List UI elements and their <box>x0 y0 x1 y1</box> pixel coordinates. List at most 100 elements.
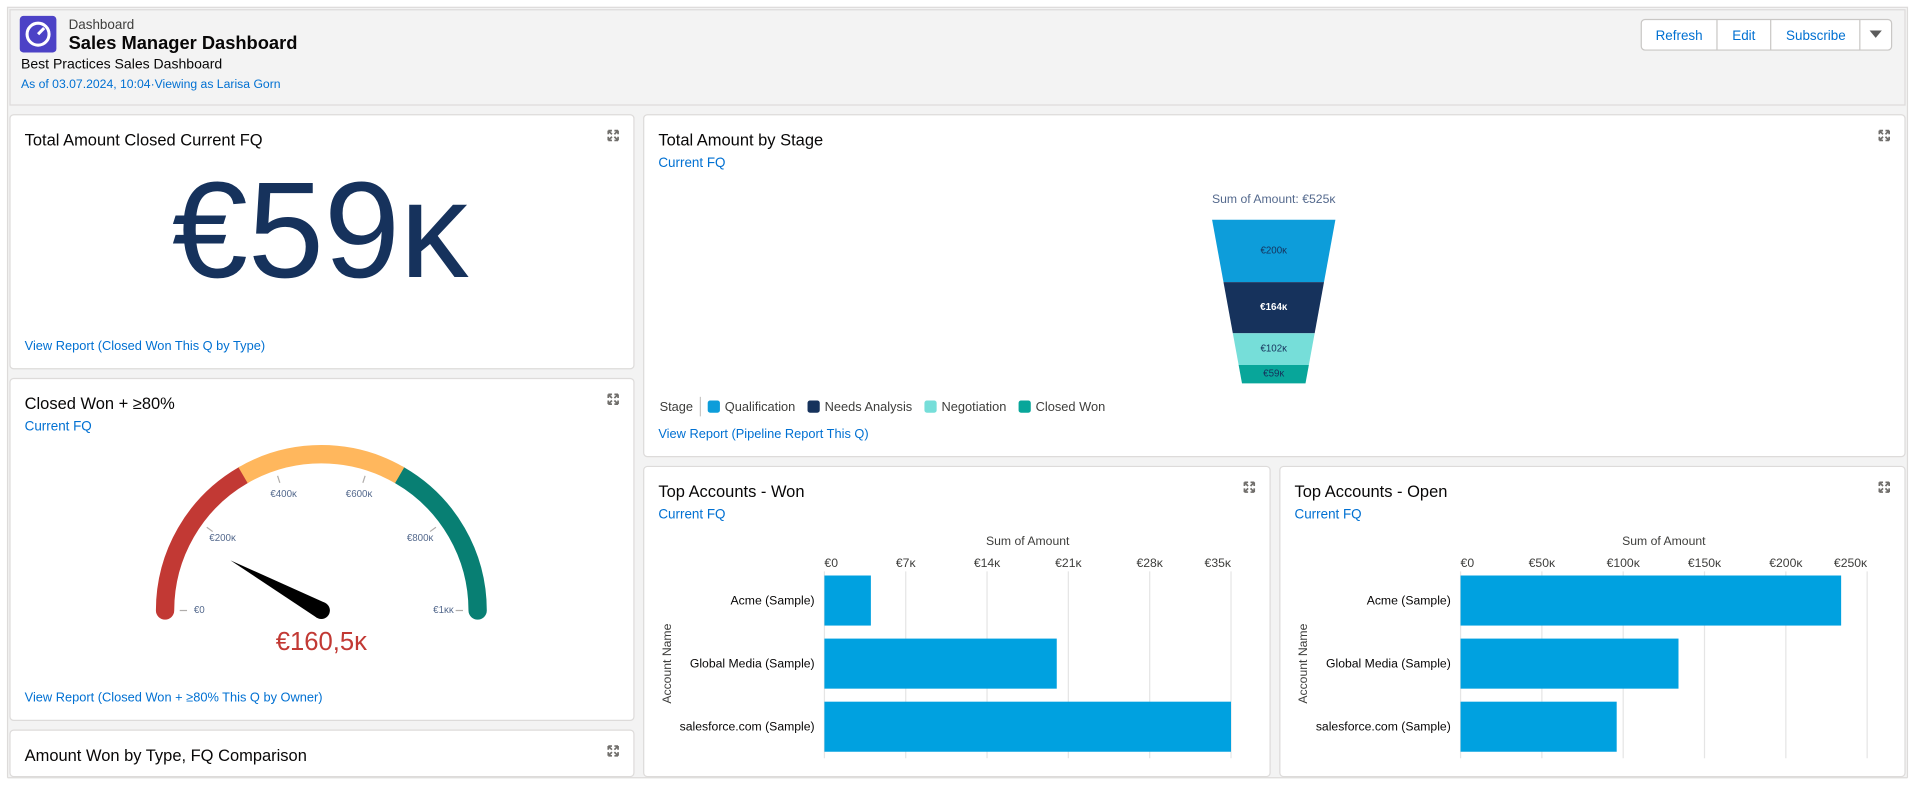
legend-swatch <box>1018 400 1031 413</box>
x-tick-label: €100ᴋ <box>1607 556 1641 570</box>
widget-subtitle[interactable]: Current FQ <box>25 419 92 434</box>
funnel-title: Sum of Amount: €525ᴋ <box>1212 192 1336 206</box>
bottom-mask <box>0 777 1915 790</box>
y-axis-title: Account Name <box>1296 623 1310 703</box>
gauge-tick <box>206 526 214 533</box>
bar <box>824 701 1232 752</box>
gauge-tick-label: €800ᴋ <box>407 533 434 544</box>
y-tick-label: Global Media (Sample) <box>690 657 815 671</box>
funnel-segment <box>1232 333 1315 366</box>
bar <box>824 575 871 626</box>
gauge-needle <box>230 560 326 618</box>
bar <box>824 638 1057 689</box>
button-group <box>1640 18 1893 51</box>
widget-card <box>9 114 635 370</box>
widget-card <box>9 729 635 778</box>
gauge-tick-label: €600ᴋ <box>346 489 373 500</box>
bar <box>1460 575 1842 626</box>
gauge-tick-label: €400ᴋ <box>270 489 297 500</box>
legend-swatch <box>807 400 820 413</box>
x-tick-label: €50ᴋ <box>1529 556 1556 570</box>
header-panel <box>9 9 1906 106</box>
gauge-band <box>390 466 487 620</box>
gauge-band <box>155 466 253 620</box>
edit-button[interactable]: Edit <box>1732 28 1755 43</box>
y-tick-label: Acme (Sample) <box>731 594 815 608</box>
widget-subtitle[interactable]: Current FQ <box>658 507 725 522</box>
widget-title: Top Accounts - Open <box>1295 483 1448 501</box>
gauge-tick <box>276 475 281 483</box>
view-report-link[interactable]: View Report (Closed Won This Q by Type) <box>25 338 265 353</box>
x-tick-label: €14ᴋ <box>974 556 1001 570</box>
gauge-tick <box>429 526 437 533</box>
page-label: Dashboard <box>69 17 135 32</box>
y-tick-label: salesforce.com (Sample) <box>1316 720 1451 734</box>
widget-title: Total Amount Closed Current FQ <box>25 131 263 149</box>
x-axis-title: Sum of Amount <box>1622 534 1706 548</box>
expand-button[interactable] <box>607 393 619 406</box>
legend-label: Negotiation <box>942 399 1007 414</box>
widget-title: Amount Won by Type, FQ Comparison <box>25 747 307 765</box>
y-tick-label: salesforce.com (Sample) <box>680 720 815 734</box>
y-axis-title: Account Name <box>660 623 674 703</box>
subscribe-button[interactable]: Subscribe <box>1786 28 1846 43</box>
x-tick-label: €0 <box>1461 556 1475 570</box>
gauge-tick <box>362 475 366 483</box>
expand-button[interactable] <box>1878 129 1890 142</box>
icon-glyph <box>25 21 51 47</box>
icon-glyph <box>36 27 46 36</box>
expand-button[interactable] <box>1243 481 1256 493</box>
gauge-needle-hub <box>312 601 330 620</box>
page-title: Sales Manager Dashboard <box>69 32 298 53</box>
legend-swatch <box>707 400 720 413</box>
status-text: As of 03.07.2024, 10:04·Viewing as Laris… <box>21 77 281 91</box>
legend-title: Stage <box>660 399 693 414</box>
y-tick-label: Acme (Sample) <box>1367 594 1451 608</box>
widget-title: Top Accounts - Won <box>658 483 804 501</box>
funnel-label: €164ᴋ <box>1260 302 1288 313</box>
legend-swatch <box>924 400 937 413</box>
funnel-segment <box>1238 365 1309 384</box>
refresh-button[interactable]: Refresh <box>1656 28 1703 43</box>
gauge-value: €160,5ᴋ <box>276 628 367 656</box>
x-axis-title: Sum of Amount <box>986 534 1070 548</box>
more-actions-button[interactable] <box>1869 30 1882 38</box>
x-tick-label: €150ᴋ <box>1688 556 1722 570</box>
funnel-segment <box>1212 219 1336 283</box>
gauge-tick-label: €1ᴋᴋ <box>433 605 454 616</box>
page-subtitle: Best Practices Sales Dashboard <box>21 55 222 71</box>
metric-value: €59ᴋ <box>172 153 469 306</box>
gauge-band <box>238 445 405 484</box>
legend-label: Qualification <box>725 399 796 414</box>
funnel-segment <box>1223 282 1325 334</box>
x-tick-label: €21ᴋ <box>1055 556 1082 570</box>
x-tick-label: €0 <box>824 556 838 570</box>
widget-title: Total Amount by Stage <box>658 131 823 149</box>
gauge-tick-label: €200ᴋ <box>209 533 236 544</box>
expand-button[interactable] <box>607 745 619 757</box>
x-tick-label: €7ᴋ <box>896 556 917 570</box>
widget-card <box>9 377 635 722</box>
gauge-tick-label: €0 <box>194 605 205 616</box>
widget-card <box>643 465 1271 778</box>
funnel-label: €102ᴋ <box>1260 344 1287 355</box>
bar <box>1460 638 1679 689</box>
expand-button[interactable] <box>1878 481 1890 493</box>
y-tick-label: Global Media (Sample) <box>1326 657 1451 671</box>
funnel-label: €200ᴋ <box>1260 245 1287 256</box>
view-report-link[interactable]: View Report (Pipeline Report This Q) <box>658 426 868 441</box>
widget-title: Closed Won + ≥80% <box>25 395 176 413</box>
bar <box>1460 701 1617 752</box>
dashboard-icon <box>19 15 57 53</box>
view-report-link[interactable]: View Report (Closed Won + ≥80% This Q by… <box>25 690 323 705</box>
x-tick-label: €35ᴋ <box>1205 556 1232 570</box>
x-tick-label: €28ᴋ <box>1136 556 1163 570</box>
funnel-label: €59ᴋ <box>1263 369 1284 380</box>
legend-label: Needs Analysis <box>825 399 913 414</box>
expand-button[interactable] <box>607 129 619 142</box>
widget-subtitle[interactable]: Current FQ <box>658 155 725 170</box>
widget-subtitle[interactable]: Current FQ <box>1295 507 1362 522</box>
x-tick-label: €250ᴋ <box>1834 556 1868 570</box>
